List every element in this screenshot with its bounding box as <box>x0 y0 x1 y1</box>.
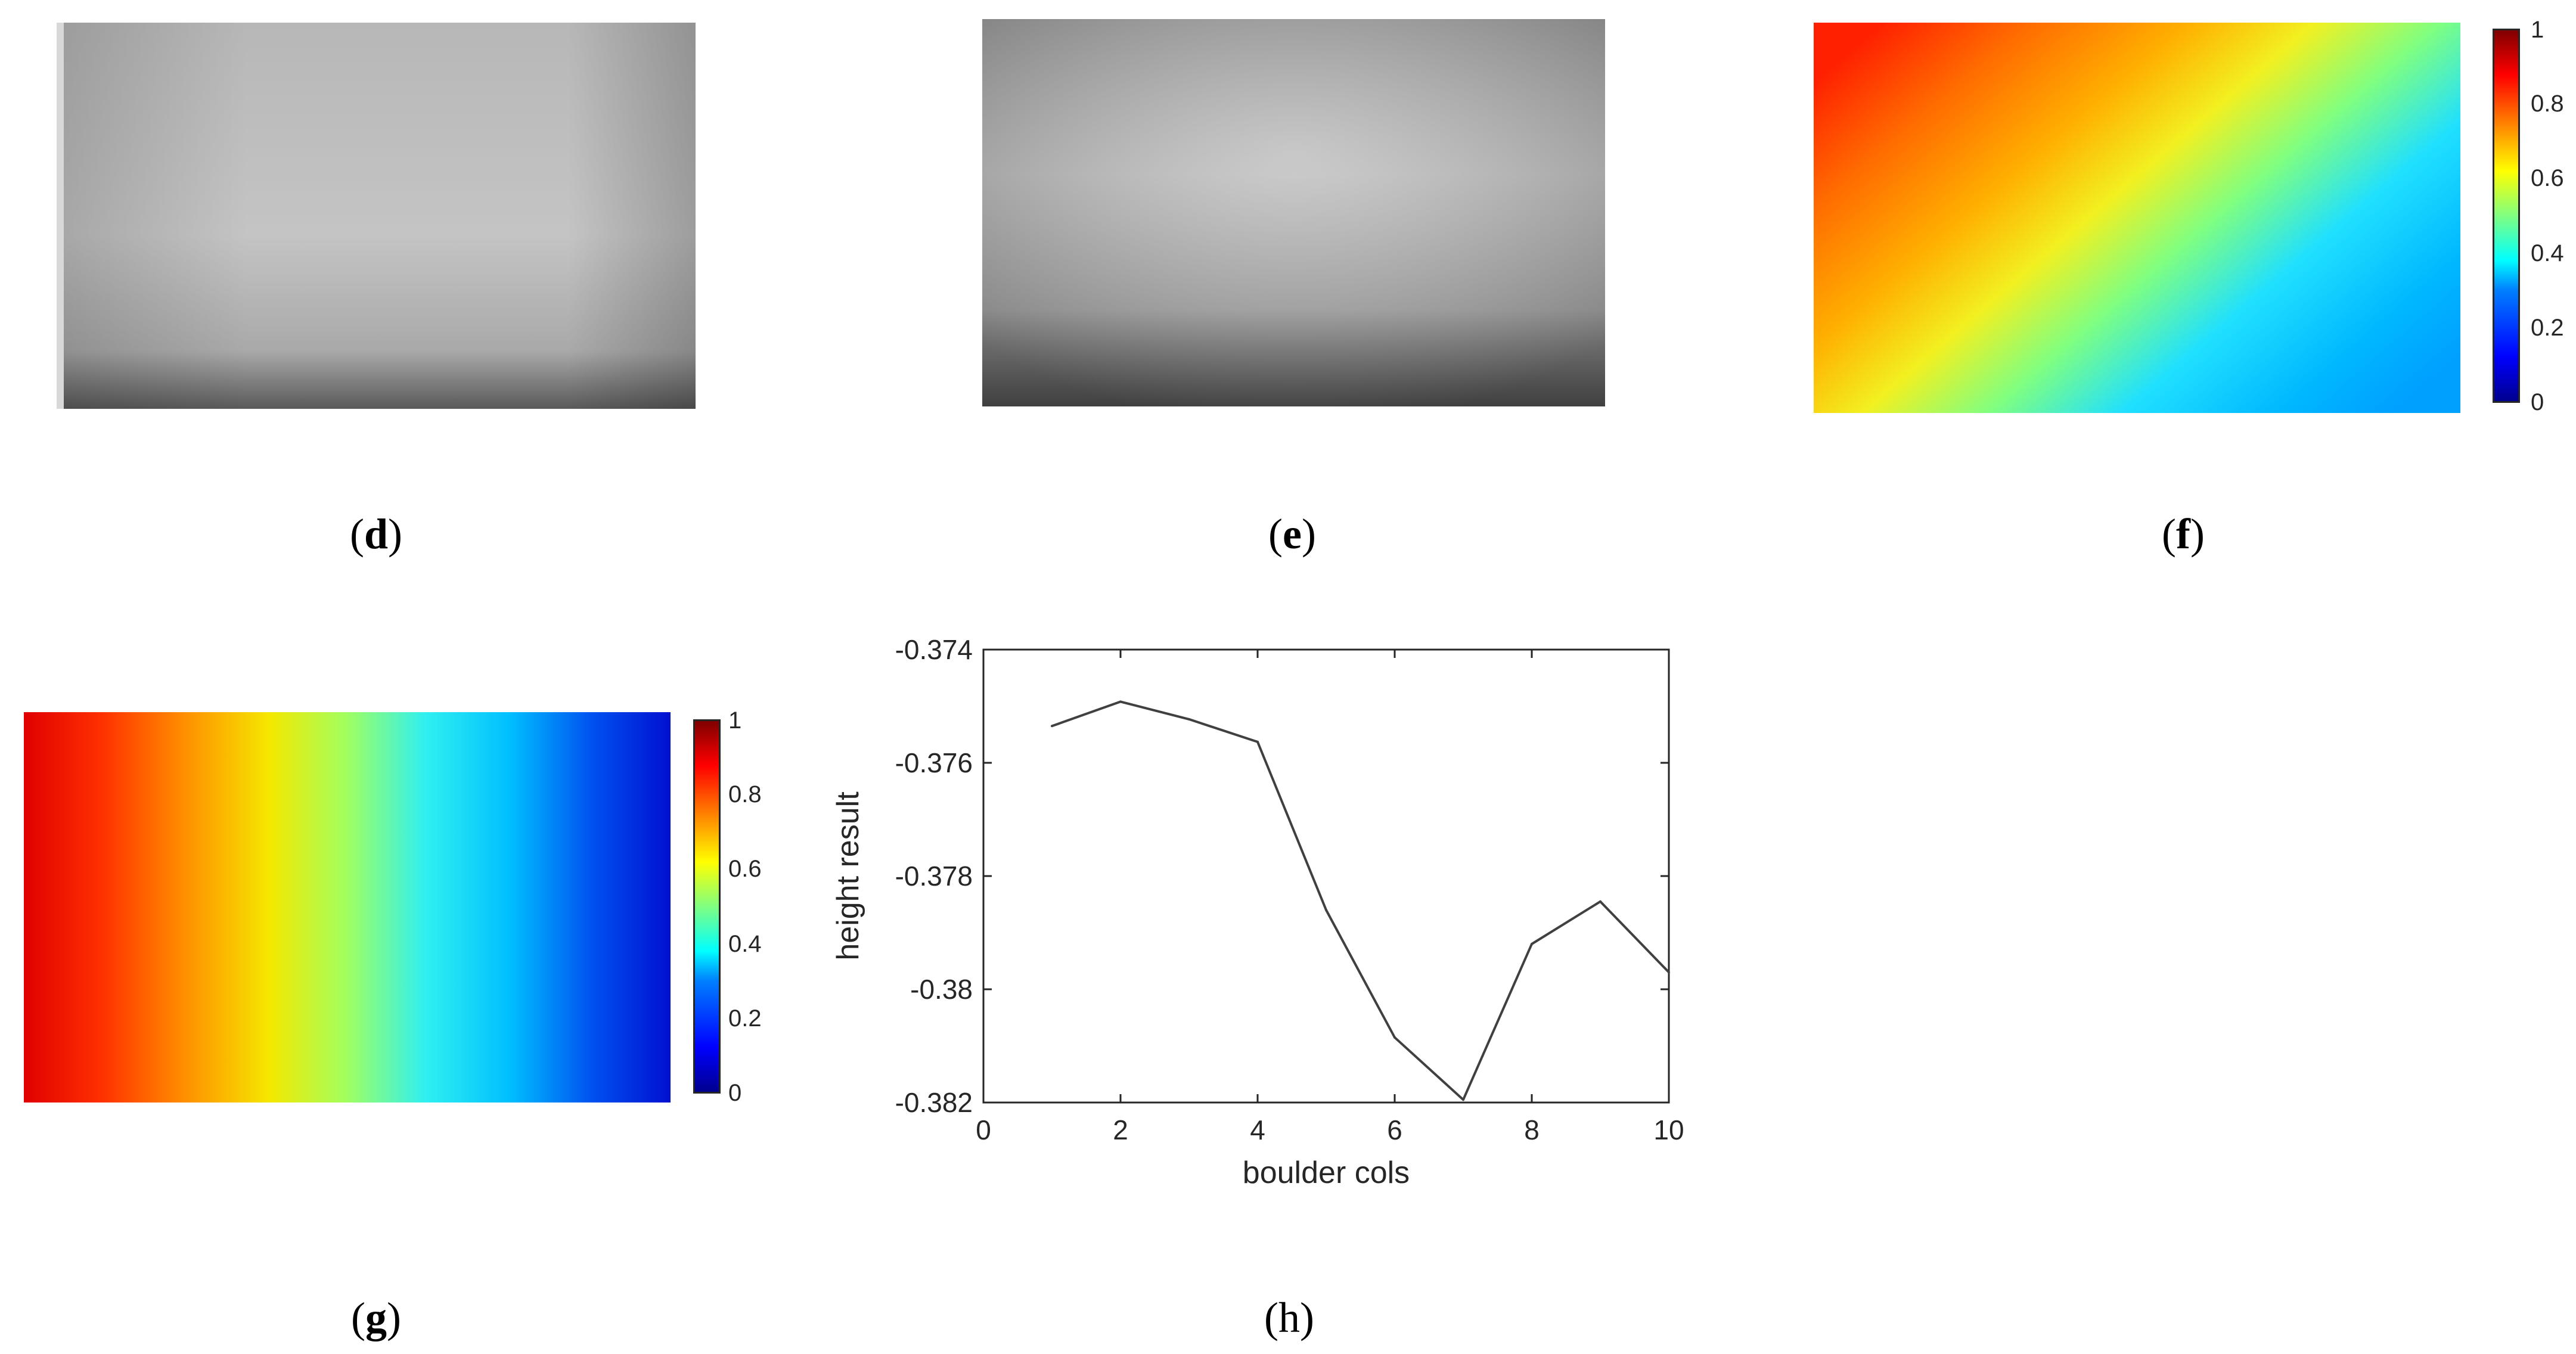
y-tick-label: -0.378 <box>895 861 973 892</box>
colorbar-g-tick-label: 1 <box>728 707 742 734</box>
panel-g-colormap-image <box>24 712 671 1103</box>
data-point <box>1256 740 1259 743</box>
colorbar-g-tick-label: 0.6 <box>728 856 762 882</box>
caption-g: (g) <box>351 1294 401 1341</box>
data-point <box>1393 1036 1396 1039</box>
grayscale-surface-e <box>982 19 1605 406</box>
x-tick-label: 10 <box>1653 1114 1684 1145</box>
data-point <box>1188 718 1190 721</box>
panel-f-colormap-image <box>1814 23 2460 413</box>
data-point <box>1325 909 1327 911</box>
data-point <box>1051 725 1053 728</box>
x-tick-label: 2 <box>1113 1114 1128 1145</box>
y-tick-label: -0.376 <box>895 747 973 778</box>
colorbar-f <box>2493 29 2520 403</box>
data-point <box>1531 943 1533 945</box>
x-tick-label: 4 <box>1250 1114 1265 1145</box>
colorbar-f-tick-label: 0 <box>2531 389 2544 415</box>
x-tick-label: 6 <box>1387 1114 1402 1145</box>
data-point <box>1668 971 1670 974</box>
colorbar-f-tick-label: 0.4 <box>2531 240 2564 266</box>
caption-e: (e) <box>1268 510 1316 558</box>
series-line <box>1051 700 1670 1101</box>
plot-area-box <box>982 648 1670 1104</box>
y-axis-label: height result <box>831 791 865 961</box>
line-chart-h: 0 2 4 6 8 10 -0.382 -0.38 -0.378 -0.376 -0.374 bou… <box>831 634 1684 1190</box>
panel-e-grayscale-image <box>982 19 1605 406</box>
x-tick-label: 8 <box>1524 1114 1540 1145</box>
data-point <box>1462 1098 1464 1101</box>
data-point <box>1599 900 1602 903</box>
caption-d: (d) <box>349 510 402 558</box>
colorbar-f-tick-label: 0.2 <box>2531 315 2564 341</box>
caption-f: (f) <box>2162 510 2205 558</box>
chart-series <box>1051 700 1670 1101</box>
colorbar-f-tick-label: 1 <box>2531 17 2544 43</box>
data-point <box>1119 700 1122 703</box>
colormap-surface-f <box>1814 23 2460 413</box>
colorbar-f-tick-label: 0.6 <box>2531 165 2564 191</box>
colorbar-g-tick-label: 0 <box>728 1080 742 1106</box>
chart-ticks: 0 2 4 6 8 10 -0.382 -0.38 -0.378 -0.376 -0.374 <box>895 634 1684 1145</box>
x-tick-label: 0 <box>976 1114 991 1145</box>
colorbar-g-tick-label: 0.2 <box>728 1005 762 1032</box>
colormap-surface-g <box>24 712 671 1103</box>
colorbar-g-tick-label: 0.8 <box>728 781 762 808</box>
caption-h: (h) <box>1264 1294 1314 1341</box>
chart-axes <box>982 648 1670 1104</box>
y-tick-label: -0.374 <box>895 634 973 665</box>
y-tick-label: -0.38 <box>910 974 973 1005</box>
colorbar-g <box>693 719 721 1094</box>
panel-d-grayscale-image <box>57 23 696 409</box>
grayscale-surface-d <box>57 23 696 409</box>
colorbar-f-tick-label: 0.8 <box>2531 91 2564 117</box>
y-tick-label: -0.382 <box>895 1087 973 1118</box>
colorbar-g-tick-label: 0.4 <box>728 931 762 957</box>
x-axis-label: boulder cols <box>1243 1156 1410 1190</box>
